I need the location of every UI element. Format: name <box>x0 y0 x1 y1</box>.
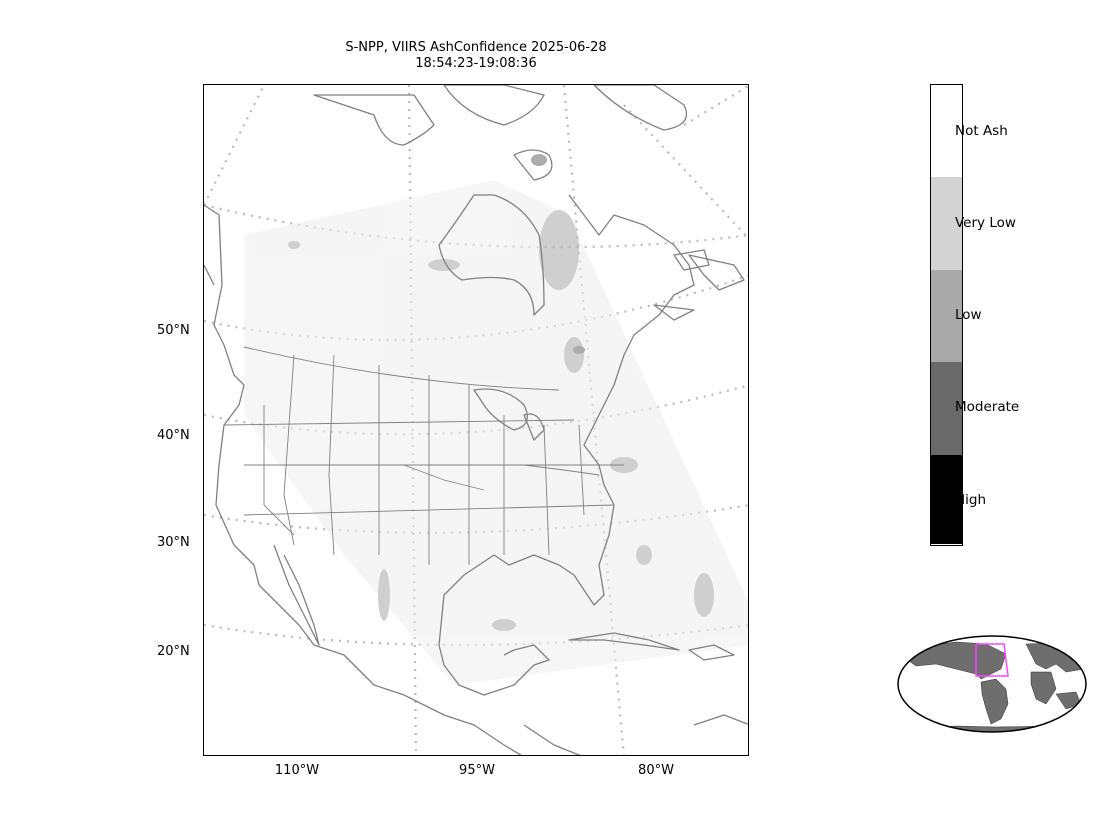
colorbar-label-moderate: Moderate <box>955 399 1020 415</box>
ash-swath <box>244 154 748 685</box>
lon-label-80w: 80°W <box>638 763 674 778</box>
colorbar-segment-not-ash <box>931 85 962 177</box>
political-boundaries <box>223 346 624 565</box>
ash-confidence-map <box>203 84 749 756</box>
colorbar-label-high: High <box>955 492 987 508</box>
lat-label-30n: 30°N <box>157 535 190 550</box>
map-canvas <box>204 85 748 755</box>
colorbar-label-not-ash: Not Ash <box>955 123 1008 139</box>
lon-label-95w: 95°W <box>459 763 495 778</box>
map-title: S-NPP, VIIRS AshConfidence 2025-06-28 18… <box>203 40 749 72</box>
lat-label-40n: 40°N <box>157 428 190 443</box>
inset-region-box <box>975 643 1009 677</box>
title-line-1: S-NPP, VIIRS AshConfidence 2025-06-28 <box>345 40 607 55</box>
colorbar-label-low: Low <box>955 307 982 323</box>
colorbar-segment-moderate <box>931 362 962 455</box>
lat-label-20n: 20°N <box>157 644 190 659</box>
globe-inset <box>896 634 1088 734</box>
coastlines <box>204 85 748 755</box>
colorbar: Not Ash Very Low Low Moderate High <box>930 84 1019 546</box>
colorbar-segment-low <box>931 270 962 362</box>
lat-label-50n: 50°N <box>157 323 190 338</box>
globe-inset-canvas <box>897 635 1087 733</box>
colorbar-label-very-low: Very Low <box>955 215 1016 231</box>
colorbar-segment-high <box>931 455 962 544</box>
lon-label-110w: 110°W <box>274 763 320 778</box>
title-line-2: 18:54:23-19:08:36 <box>415 56 537 71</box>
colorbar-segment-very-low <box>931 177 962 270</box>
